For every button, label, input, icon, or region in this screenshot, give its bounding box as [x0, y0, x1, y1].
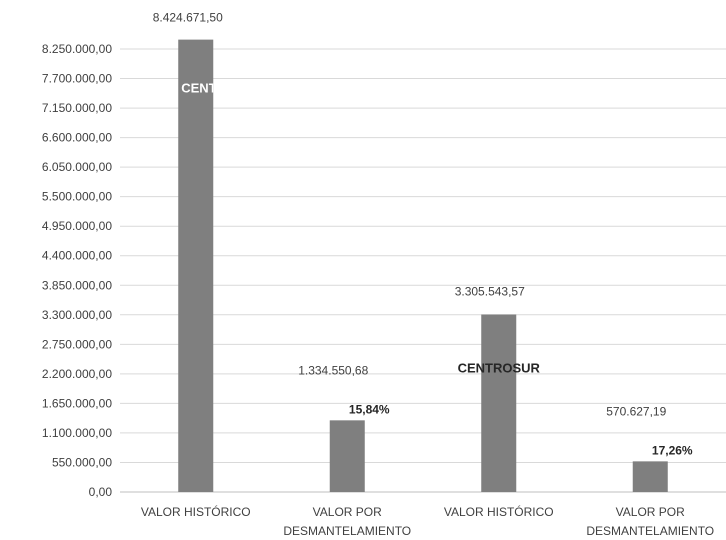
x-tick-label: VALOR POR [313, 505, 382, 519]
y-tick-label: 3.850.000,00 [42, 278, 112, 292]
value-label: 1.334.550,68 [298, 363, 368, 377]
x-tick-label: VALOR POR [616, 505, 685, 519]
value-label: 3.305.543,57 [455, 285, 525, 299]
value-label: 570.627,19 [606, 404, 666, 418]
y-tick-label: 1.650.000,00 [42, 396, 112, 410]
y-tick-label: 4.950.000,00 [42, 219, 112, 233]
bar [481, 314, 517, 492]
y-tick-label: 7.150.000,00 [42, 101, 112, 115]
bar [178, 39, 214, 493]
x-tick-label: VALOR HISTÓRICO [141, 504, 251, 519]
y-tick-label: 4.400.000,00 [42, 249, 112, 263]
y-tick-label: 550.000,00 [52, 455, 112, 469]
y-tick-label: 6.600.000,00 [42, 131, 112, 145]
bar [329, 420, 365, 492]
value-label: 8.424.671,50 [153, 11, 223, 25]
bar [632, 461, 668, 492]
y-tick-label: 5.500.000,00 [42, 190, 112, 204]
y-tick-label: 1.100.000,00 [42, 426, 112, 440]
y-tick-label: 0,00 [89, 485, 113, 499]
y-tick-label: 8.250.000,00 [42, 42, 112, 56]
percent-label: 15,84% [349, 402, 390, 416]
y-tick-label: 7.700.000,00 [42, 72, 112, 86]
x-tick-label: DESMANTELAMIENTO [586, 524, 714, 538]
y-tick-label: 2.750.000,00 [42, 337, 112, 351]
y-tick-label: 6.050.000,00 [42, 160, 112, 174]
group-label: CENTROSUR [458, 361, 541, 376]
percent-label: 17,26% [652, 443, 693, 457]
x-tick-label: DESMANTELAMIENTO [283, 524, 411, 538]
x-tick-label: VALOR HISTÓRICO [444, 504, 554, 519]
group-label: CENTROSUR [181, 81, 264, 96]
y-tick-label: 3.300.000,00 [42, 308, 112, 322]
y-tick-label: 2.200.000,00 [42, 367, 112, 381]
